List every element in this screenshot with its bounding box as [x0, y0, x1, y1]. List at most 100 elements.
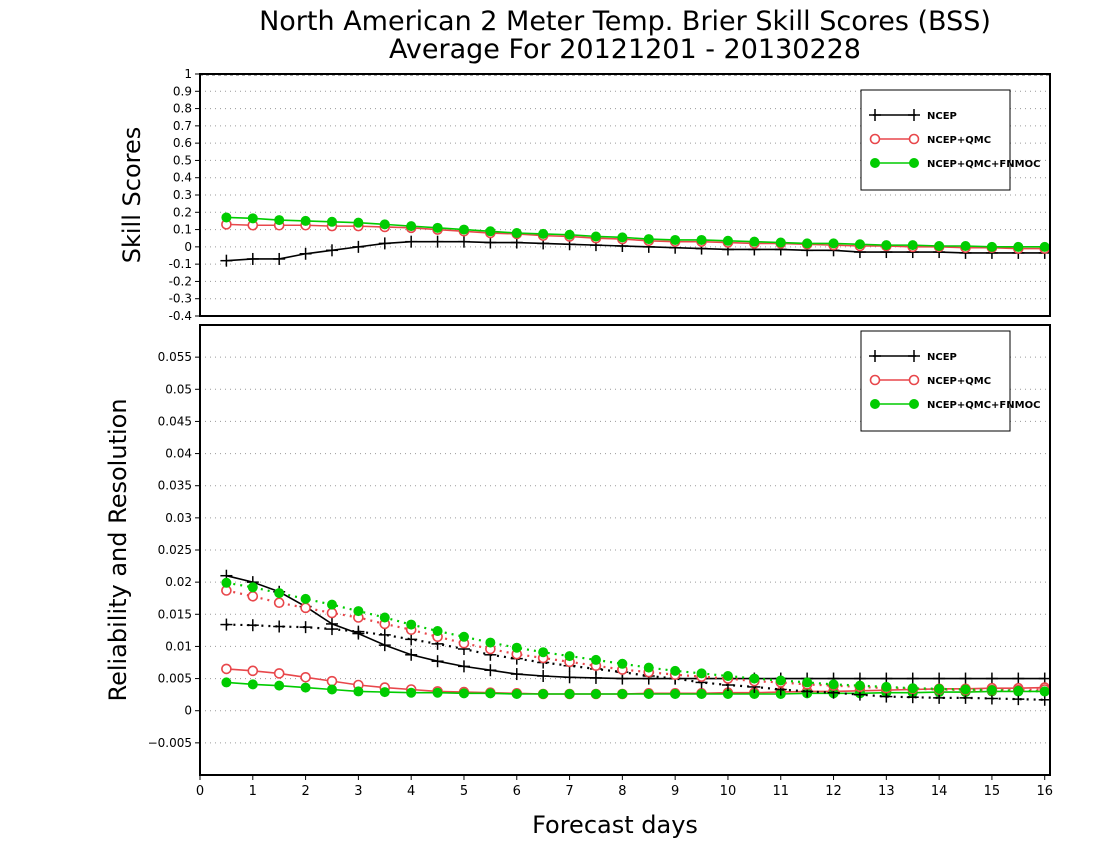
data-point-ncep-dotted	[405, 633, 418, 646]
x-tick-label: 0	[196, 784, 204, 799]
legend-marker-fnmoc	[909, 158, 919, 168]
x-tick-label: 16	[1036, 784, 1053, 799]
data-point-fnmoc	[326, 684, 337, 695]
data-point-fnmoc	[617, 689, 628, 699]
data-point-fnmoc-dotted	[300, 593, 311, 604]
y-tick-label: 0.01	[165, 639, 192, 653]
y-tick-label: 0.8	[173, 102, 192, 116]
data-point-ncep	[933, 672, 946, 685]
data-point-fnmoc-dotted	[643, 662, 654, 673]
y-tick-label: 0.055	[158, 350, 192, 364]
y-tick-label: 0.7	[173, 119, 192, 133]
data-point-fnmoc	[934, 240, 945, 251]
data-point-ncep	[299, 247, 312, 260]
data-point-fnmoc-dotted	[775, 675, 786, 686]
data-point-fnmoc-dotted	[511, 642, 522, 653]
data-point-fnmoc	[458, 224, 469, 235]
data-point-fnmoc	[696, 689, 707, 699]
data-point-fnmoc	[986, 241, 997, 252]
data-point-fnmoc	[379, 219, 390, 230]
data-point-fnmoc	[406, 687, 417, 698]
data-point-ncep-dotted	[246, 619, 259, 632]
legend-marker-ncep	[908, 109, 920, 121]
data-point-ncep	[431, 655, 444, 668]
y-tick-label: 0.02	[165, 575, 192, 589]
data-point-fnmoc-dotted	[670, 665, 681, 676]
data-point-ncep	[457, 660, 470, 673]
legend: NCEP NCEP+QMC NCEP+QMC+FNMOC	[860, 89, 1040, 191]
y-tick-label: -0.2	[169, 274, 192, 288]
data-point-fnmoc	[643, 689, 654, 699]
y-tick-label: 0	[184, 704, 192, 718]
x-tick-label: 3	[354, 784, 362, 799]
data-point-ncep-dotted	[352, 625, 365, 638]
data-point-fnmoc	[247, 213, 258, 224]
data-point-fnmoc-dotted	[432, 626, 443, 636]
y-tick-label: 0.9	[173, 84, 192, 98]
x-tick-label: 2	[301, 784, 309, 799]
data-point-ncep	[457, 235, 470, 248]
x-tick-label: 11	[772, 784, 789, 799]
data-point-fnmoc-dotted	[538, 647, 549, 658]
data-point-ncep-dotted	[325, 623, 338, 636]
reliability-resolution-panel: 0.055 0.05 0.045 0.04 0.035 0.03 0.025 0.02 0.01…	[104, 324, 1053, 839]
x-axis-title: Forecast days	[532, 811, 698, 839]
data-point-fnmoc	[670, 689, 681, 699]
data-point-fnmoc	[722, 235, 733, 246]
data-point-fnmoc	[274, 215, 285, 226]
data-point-fnmoc	[881, 240, 892, 251]
x-tick-label: 5	[460, 784, 468, 799]
legend-marker-qmc	[869, 374, 881, 386]
data-point-fnmoc	[353, 686, 364, 697]
data-point-fnmoc	[274, 680, 285, 691]
legend: NCEP NCEP+QMC NCEP+QMC+FNMOC	[860, 330, 1040, 432]
y-axis-title: Skill Scores	[118, 127, 146, 264]
data-point-fnmoc	[511, 228, 522, 239]
data-point-fnmoc	[221, 212, 232, 223]
y-tick-label: 0.04	[165, 447, 192, 461]
data-point-fnmoc	[854, 239, 865, 250]
x-tick-label: 10	[720, 784, 737, 799]
data-point-qmc-dotted	[326, 607, 338, 619]
legend-marker-fnmoc	[870, 399, 880, 409]
data-point-fnmoc	[802, 238, 813, 249]
chart-title-line2: Average For 20121201 - 20130228	[389, 34, 861, 65]
data-point-fnmoc	[670, 234, 681, 245]
data-point-fnmoc-dotted	[326, 599, 337, 610]
data-point-fnmoc	[775, 237, 786, 248]
data-point-fnmoc-dotted	[617, 658, 628, 669]
data-point-fnmoc	[485, 688, 496, 699]
data-point-ncep-dotted	[378, 628, 391, 641]
data-point-ncep	[431, 235, 444, 248]
y-tick-label: 1	[184, 67, 192, 81]
data-point-fnmoc-dotted	[353, 606, 364, 617]
data-point-fnmoc	[326, 216, 337, 227]
y-tick-label: -0.1	[169, 257, 192, 271]
x-tick-label: 9	[671, 784, 679, 799]
data-point-ncep	[563, 671, 576, 684]
legend-marker-ncep	[908, 350, 920, 362]
x-tick-label: 7	[565, 784, 573, 799]
data-point-fnmoc-dotted	[485, 637, 496, 648]
data-point-qmc-dotted	[273, 597, 285, 609]
legend-marker-fnmoc	[909, 399, 919, 409]
legend-marker-ncep	[869, 350, 881, 362]
y-tick-label: 0.5	[173, 153, 192, 167]
data-point-ncep	[959, 672, 972, 685]
data-point-fnmoc-dotted	[247, 582, 258, 593]
data-point-qmc	[326, 675, 338, 687]
data-point-fnmoc-dotted	[221, 577, 232, 588]
legend-label-fnmoc: NCEP+QMC+FNMOC	[927, 159, 1040, 170]
y-tick-label: 0.005	[158, 672, 192, 686]
data-point-fnmoc-dotted	[881, 681, 892, 692]
data-point-fnmoc	[749, 236, 760, 247]
legend-box	[860, 89, 1011, 191]
data-point-qmc-dotted	[247, 590, 259, 602]
data-point-fnmoc-dotted	[722, 671, 733, 681]
y-tick-label: 0.035	[158, 479, 192, 493]
legend-marker-qmc	[908, 374, 920, 386]
x-tick-label: 15	[984, 784, 1001, 799]
data-point-fnmoc	[432, 687, 443, 698]
data-point-fnmoc-dotted	[960, 684, 971, 695]
y-tick-label: 0	[184, 240, 192, 254]
